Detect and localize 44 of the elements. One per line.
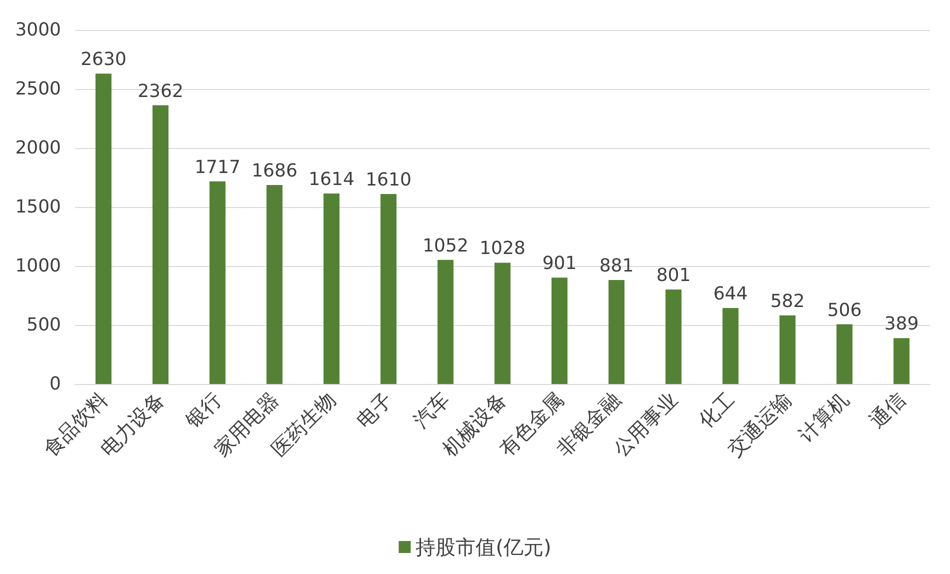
bar — [380, 194, 396, 384]
bar — [836, 324, 852, 384]
data-label: 389 — [884, 314, 919, 335]
data-label: 644 — [713, 284, 748, 305]
x-tick-label: 通信 — [864, 388, 910, 433]
data-label: 2630 — [80, 49, 126, 70]
bar — [96, 74, 112, 384]
y-tick-label: 2000 — [15, 138, 61, 158]
bar — [608, 280, 624, 384]
data-label: 1686 — [252, 160, 298, 182]
data-label: 1052 — [422, 235, 468, 256]
data-label: 506 — [827, 300, 862, 321]
x-tick-label: 化工 — [694, 388, 739, 433]
bar — [722, 308, 738, 384]
y-tick-label: 1500 — [15, 196, 61, 218]
data-label: 1610 — [366, 170, 412, 191]
data-label: 1717 — [194, 156, 240, 178]
data-label: 2362 — [138, 80, 184, 102]
x-tick-label: 银行 — [180, 388, 226, 434]
data-label: 801 — [656, 264, 691, 286]
x-tick-label: 计算机 — [794, 388, 853, 447]
y-tick-label: 2500 — [15, 78, 61, 100]
bar — [266, 185, 282, 384]
bar — [210, 181, 226, 384]
y-tick-label: 500 — [26, 314, 61, 336]
data-label: 1028 — [480, 238, 526, 260]
bar — [152, 105, 168, 384]
bar — [552, 278, 568, 384]
bar — [324, 194, 340, 384]
x-tick-label: 汽车 — [408, 388, 454, 433]
y-tick-label: 1000 — [15, 256, 61, 276]
bar — [780, 315, 796, 384]
bar — [438, 260, 454, 384]
y-tick-label: 3000 — [15, 20, 61, 40]
bar — [894, 338, 910, 384]
x-tick-label: 电子 — [352, 388, 397, 433]
legend-label: 持股市值(亿元) — [416, 535, 552, 559]
data-label: 881 — [599, 256, 634, 277]
data-label: 1614 — [308, 169, 354, 190]
bar — [494, 262, 510, 384]
bar — [666, 289, 682, 384]
data-label: 901 — [542, 253, 577, 274]
data-label: 582 — [770, 290, 805, 312]
y-tick-label: 0 — [50, 374, 61, 394]
